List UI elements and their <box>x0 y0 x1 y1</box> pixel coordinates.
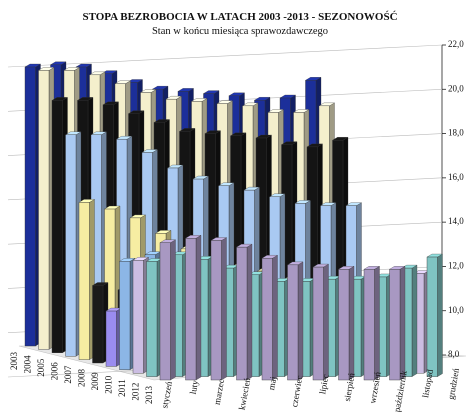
x-tick-label: kwiecień <box>237 377 253 411</box>
x-tick-label: marzec <box>212 378 226 405</box>
bar <box>287 264 299 381</box>
bar <box>78 202 90 360</box>
series-label: 2008 <box>77 369 87 388</box>
y-tick-label: 8,0 <box>448 349 460 359</box>
bar <box>426 256 438 377</box>
bar <box>119 261 131 370</box>
x-tick-label: grudzień <box>446 367 461 400</box>
series-label: 2013 <box>144 386 154 405</box>
bar <box>146 261 158 377</box>
bar-side <box>221 237 227 381</box>
x-tick-label: luty <box>188 379 200 395</box>
bar-side <box>170 239 176 381</box>
y-tick-label: 18,0 <box>448 128 464 138</box>
chart-subtitle: Stan w końcu miesiąca sprawozdawczego <box>152 26 328 37</box>
bar-side <box>323 263 329 381</box>
bar <box>132 260 144 374</box>
bar <box>92 285 104 364</box>
series-label: 2007 <box>63 365 73 384</box>
bar <box>38 70 50 350</box>
grid-line <box>7 44 443 68</box>
bar-side <box>297 261 304 381</box>
series-label: 2012 <box>131 383 141 401</box>
series-label: 2010 <box>104 375 114 394</box>
series-label: 2004 <box>23 355 33 374</box>
series-label: 2011 <box>117 379 127 397</box>
series-label: 2003 <box>9 352 19 371</box>
bar <box>261 258 273 381</box>
x-tick-label: listopad <box>420 368 435 398</box>
bar <box>389 269 401 381</box>
bar <box>236 246 248 381</box>
x-tick-label: styczeń <box>159 380 174 409</box>
y-tick-label: 12,0 <box>448 260 464 270</box>
series-label: 2006 <box>50 362 60 381</box>
bar <box>51 100 63 354</box>
chart-title: STOPA BEZROBOCIA W LATACH 2003 -2013 - S… <box>82 11 397 23</box>
bar-side <box>437 253 443 377</box>
x-tick-label: lipiec <box>317 373 330 394</box>
y-tick-label: 20,0 <box>448 83 464 93</box>
y-tick-label: 16,0 <box>448 172 464 182</box>
y-tick-label: 10,0 <box>448 305 464 315</box>
series-label: 2009 <box>90 372 100 391</box>
bar <box>105 310 117 367</box>
bar-side <box>411 264 418 377</box>
bar <box>312 266 324 381</box>
bar-side <box>399 266 406 381</box>
bar-side <box>195 235 202 381</box>
bar <box>65 134 77 357</box>
bar-side <box>348 266 355 381</box>
bar <box>210 240 222 381</box>
bar <box>363 269 375 381</box>
y-tick-label: 22,0 <box>448 39 464 49</box>
bar <box>159 242 171 381</box>
bar <box>185 238 197 381</box>
series-label: 2005 <box>36 358 46 377</box>
bar <box>24 66 36 347</box>
bar-side <box>272 254 278 381</box>
x-tick-label: maj <box>266 376 278 391</box>
y-tick-label: 14,0 <box>448 216 464 226</box>
bar-side <box>374 266 380 381</box>
bar-side <box>246 243 253 381</box>
bar <box>338 269 350 381</box>
x-tick-label: sierpień <box>342 372 357 402</box>
